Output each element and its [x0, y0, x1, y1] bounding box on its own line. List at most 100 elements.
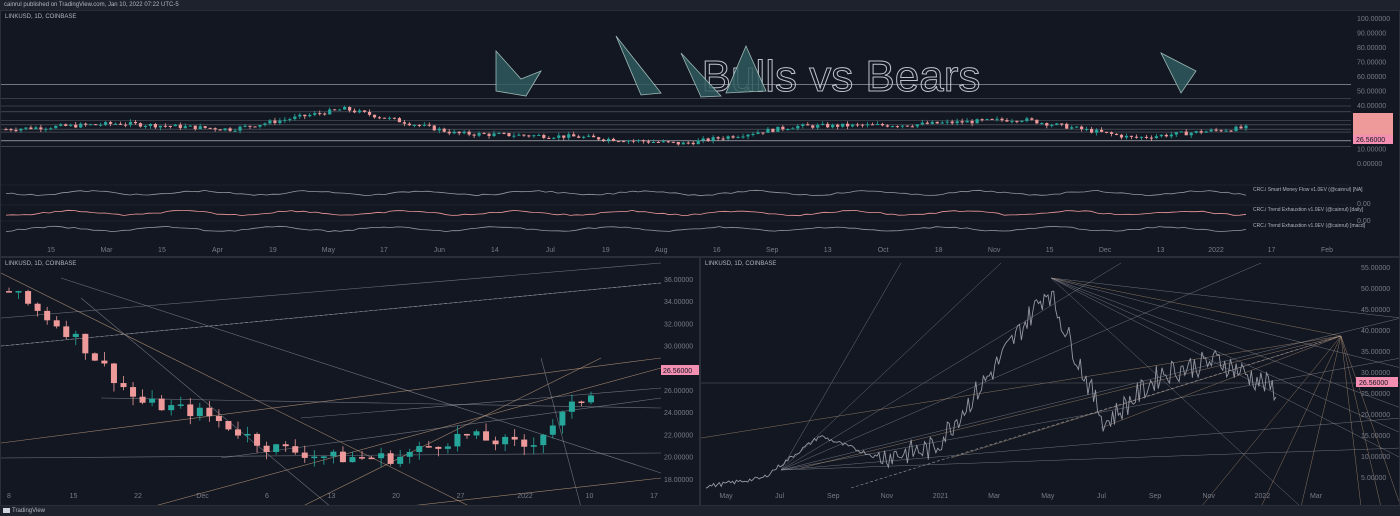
top-y-tick: 90.00000	[1357, 31, 1386, 38]
left-candle	[25, 291, 32, 304]
top-candle	[148, 123, 153, 127]
top-candle	[1065, 123, 1069, 129]
top-candle	[696, 140, 700, 145]
top-candle	[1119, 134, 1124, 138]
right-chart-svg[interactable]: 55.00000 50.00000 45.00000 40.00000 35.00000…	[701, 258, 1400, 506]
top-x-tick: Jun	[434, 247, 445, 254]
left-y-tick: 30.00000	[664, 344, 693, 351]
trend-line	[80, 297, 330, 505]
trend-line	[157, 367, 662, 505]
left-candle	[568, 401, 575, 412]
top-candle	[671, 141, 675, 143]
left-candle	[254, 433, 261, 446]
top-candle	[865, 124, 870, 126]
top-chart-svg[interactable]: Bulls vs Bears CRC.i Smart Money Flow v1…	[1, 11, 1400, 257]
top-candle	[1104, 131, 1109, 133]
left-candle	[215, 416, 222, 422]
top-candle	[1199, 131, 1203, 133]
top-candle	[1204, 131, 1208, 133]
left-chart-panel[interactable]: LINKUSD, 1D, COINBASE 36.00000 34.00000 32…	[0, 257, 700, 506]
top-candle	[786, 129, 790, 131]
left-price-tag: 26.56000	[663, 368, 692, 375]
top-candle	[183, 126, 187, 129]
top-candle	[208, 127, 212, 129]
top-candle	[741, 136, 745, 138]
left-candle	[101, 360, 108, 364]
top-candle	[681, 142, 685, 145]
top-candle	[14, 130, 18, 132]
top-candle	[168, 125, 172, 127]
trend-line	[1, 357, 662, 444]
top-candle	[781, 126, 785, 130]
top-candle	[288, 119, 292, 121]
top-candle	[462, 131, 466, 134]
top-candle	[895, 126, 900, 128]
top-candle	[158, 125, 162, 128]
right-chart-panel[interactable]: LINKUSD, 1D, COINBASE 55.00000 50.00000 45…	[700, 257, 1400, 506]
top-candle	[1229, 130, 1233, 132]
left-chart-svg[interactable]: 36.0000034.0000032.0000030.0000028.00000…	[1, 258, 700, 506]
top-candle	[372, 114, 377, 118]
left-candle	[549, 425, 556, 435]
top-candle	[447, 131, 451, 134]
top-x-tick: 19	[269, 247, 277, 254]
top-candle	[407, 123, 411, 126]
top-candle	[218, 129, 222, 131]
top-candle	[955, 121, 959, 124]
left-candle	[387, 453, 394, 464]
top-candle	[965, 120, 969, 123]
right-x-tick: May	[719, 493, 733, 500]
top-candle	[1169, 134, 1173, 137]
top-candle	[806, 124, 810, 126]
right-x-tick: Nov	[881, 493, 894, 500]
top-indicator-y-tick: 0.00	[1357, 201, 1371, 208]
top-x-tick: Aug	[655, 247, 668, 254]
top-candle	[527, 135, 531, 137]
top-candle	[771, 128, 775, 132]
top-candle	[836, 124, 840, 127]
top-candle	[123, 124, 128, 126]
top-candle	[582, 136, 586, 138]
apex-line	[1050, 277, 1342, 337]
top-candle	[626, 140, 631, 142]
right-x-tick: Mar	[988, 493, 1001, 500]
top-candle	[816, 124, 820, 128]
top-candle	[751, 133, 755, 135]
left-candle	[473, 431, 480, 436]
left-candle	[120, 383, 127, 388]
indicator-label: CRC.i Trend Exhaustion v1.0EV (@cainrul)…	[1253, 207, 1364, 213]
left-candle	[511, 436, 518, 440]
right-x-tick: 2021	[933, 493, 949, 500]
left-candle	[311, 456, 318, 459]
top-candle	[1189, 132, 1193, 136]
apex-line	[800, 335, 1342, 469]
right-y-tick: 25.00000	[1361, 391, 1390, 398]
top-candle	[1139, 136, 1144, 138]
top-y-tick: 40.00000	[1357, 103, 1386, 110]
fan-line	[1050, 277, 1300, 505]
top-candle	[323, 113, 327, 115]
top-candle	[532, 135, 536, 137]
top-candle	[24, 127, 28, 129]
top-candle	[258, 124, 262, 127]
top-candle	[318, 113, 322, 115]
trend-line	[60, 277, 662, 474]
left-candle	[521, 439, 528, 447]
top-candle	[1095, 129, 1099, 133]
top-candle	[422, 124, 426, 126]
indicator-label: CRC.i Trend Exhaustion v1.0EV (@cainrul)…	[1253, 223, 1366, 229]
top-candle	[606, 138, 611, 141]
dashed-trend-line	[850, 335, 1342, 489]
top-y-tick: 100.00000	[1357, 16, 1390, 23]
top-candle	[417, 124, 421, 126]
top-candle	[885, 125, 890, 127]
left-x-tick: 22	[134, 493, 142, 500]
top-candle	[1209, 129, 1213, 132]
top-candle	[552, 137, 556, 139]
top-x-tick: 19	[602, 247, 610, 254]
top-candle	[293, 116, 297, 120]
top-candle	[188, 125, 192, 127]
top-candle	[651, 142, 655, 144]
top-chart-panel[interactable]: LINKUSD, 1D, COINBASE Bulls vs Bears CRC…	[0, 10, 1400, 257]
left-candle	[330, 451, 337, 457]
